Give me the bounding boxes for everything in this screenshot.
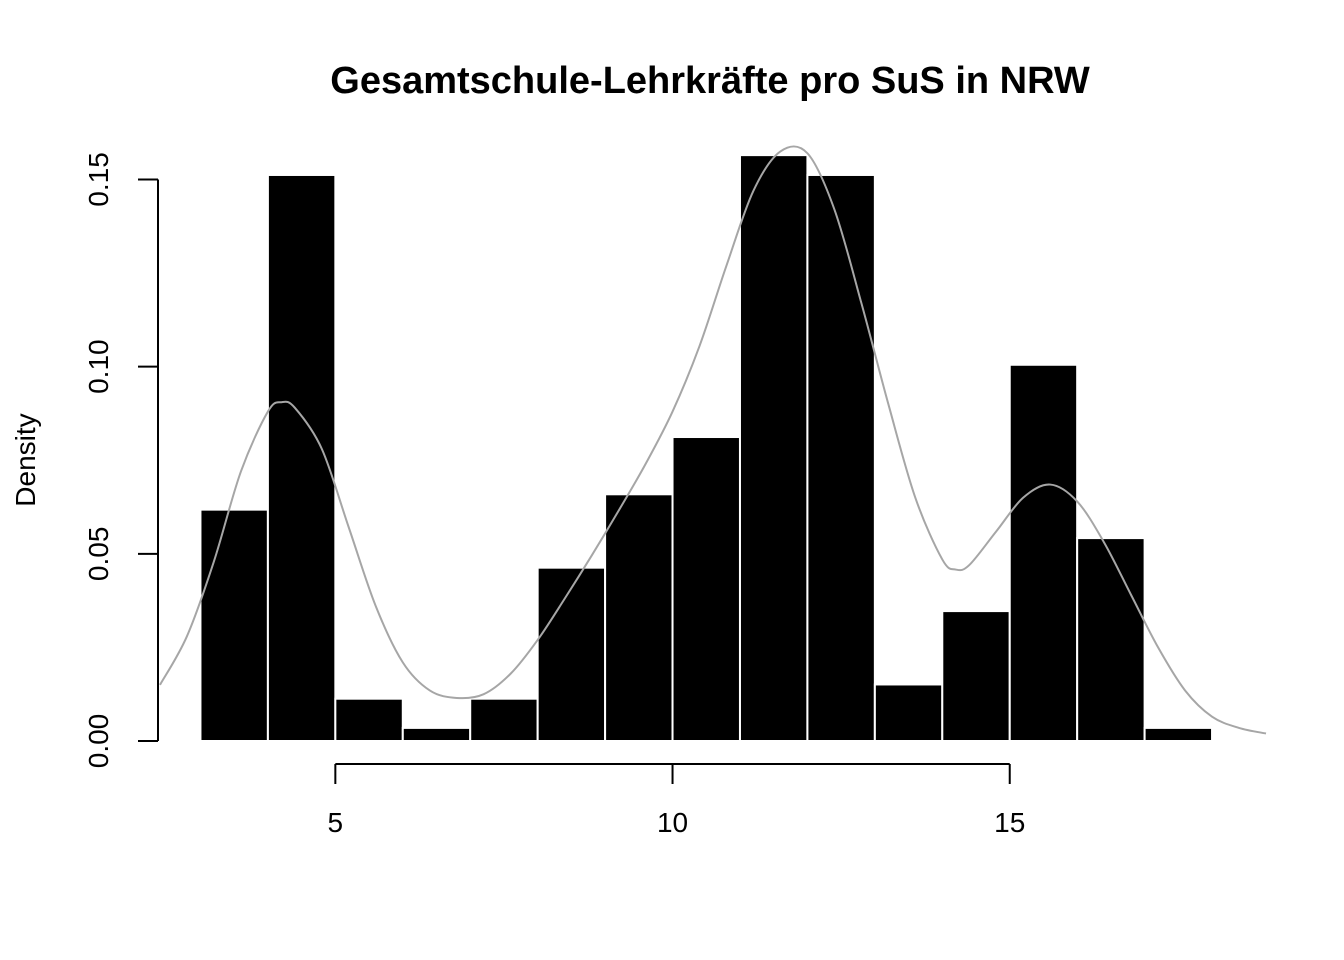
histogram-bar-10 xyxy=(806,173,876,742)
x-tick-label-1: 5 xyxy=(328,807,344,838)
histogram-bar-12 xyxy=(941,610,1011,742)
histogram-bar-4 xyxy=(401,726,472,743)
histogram-bar-14 xyxy=(1076,537,1146,742)
y-axis-label: Density xyxy=(10,413,41,506)
histogram-bar-2 xyxy=(266,173,337,742)
histogram-bars xyxy=(199,154,1214,743)
x-axis: 5 10 15 xyxy=(328,763,1025,838)
y-tick-label-1: 0.00 xyxy=(83,714,114,769)
histogram-bar-15 xyxy=(1143,726,1214,743)
histogram-bar-1 xyxy=(199,508,269,742)
histogram-bar-8 xyxy=(671,436,741,742)
histogram-bar-11 xyxy=(873,683,944,743)
histogram-bar-7 xyxy=(604,493,674,742)
y-axis: 0.00 0.05 0.10 0.15 xyxy=(83,152,159,769)
y-tick-label-4: 0.15 xyxy=(83,152,114,207)
histogram-bar-5 xyxy=(469,697,539,743)
x-tick-label-3: 15 xyxy=(994,807,1025,838)
histogram-bar-13 xyxy=(1008,363,1079,742)
y-tick-label-3: 0.10 xyxy=(83,339,114,394)
histogram-bar-6 xyxy=(536,566,607,743)
x-tick-label-2: 10 xyxy=(657,807,688,838)
chart-title: Gesamtschule-Lehrkräfte pro SuS in NRW xyxy=(330,60,1090,102)
y-tick-label-2: 0.05 xyxy=(83,527,114,582)
histogram-bar-9 xyxy=(738,154,809,742)
histogram-bar-3 xyxy=(334,697,404,743)
density-curve-line xyxy=(159,145,1267,735)
